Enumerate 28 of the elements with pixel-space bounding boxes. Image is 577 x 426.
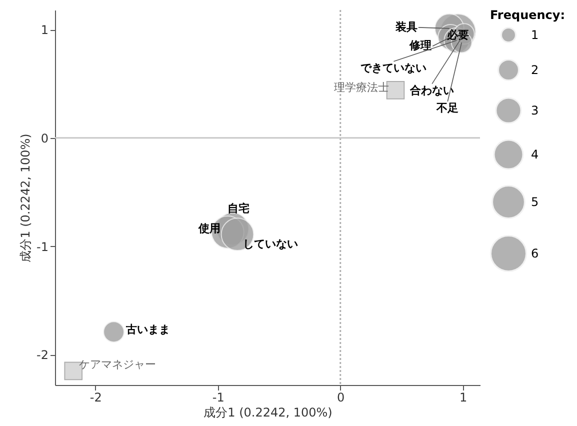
annotation: できていない (360, 61, 427, 74)
annotation: 古いまま (124, 322, 170, 336)
legend-label: 3 (531, 104, 539, 118)
annotation: 必要 (446, 28, 469, 42)
y-tick-label: -2 (36, 348, 48, 362)
x-tick-label: 1 (460, 390, 468, 404)
annotation: 不足 (436, 102, 459, 115)
legend-title: Frequency: (490, 8, 566, 22)
annotation: ケアマネジャー (78, 358, 156, 371)
legend-label: 1 (531, 28, 539, 42)
annotation: 修理 (408, 39, 432, 52)
annotation: 装具 (394, 20, 418, 34)
annotation: 自宅 (228, 202, 250, 215)
x-axis-title: 成分1 (0.2242, 100%) (204, 406, 332, 420)
y-tick-label: 0 (40, 131, 48, 146)
legend-label: 6 (531, 246, 539, 260)
y-axis-title: 成分1 (0.2242, 100%) (18, 134, 33, 262)
legend-label: 2 (531, 63, 539, 77)
legend-label: 4 (531, 148, 539, 162)
annotation: していない (242, 237, 298, 250)
annotation: 使用 (198, 222, 221, 236)
x-tick-label: -1 (212, 390, 224, 404)
x-tick-label: -2 (90, 390, 102, 404)
x-tick-label: 0 (337, 390, 345, 404)
annotation: 理学療法士 (334, 81, 389, 94)
y-tick-label: -1 (36, 240, 48, 254)
y-tick-label: 1 (40, 23, 48, 38)
legend-label: 5 (531, 195, 539, 209)
